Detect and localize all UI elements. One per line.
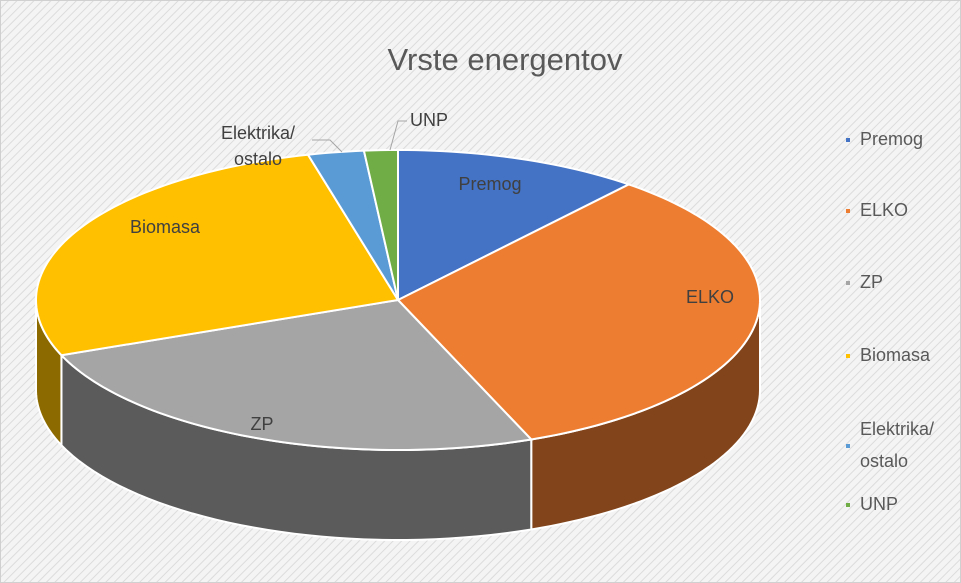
legend-marker (846, 503, 850, 507)
pie-slice (397, 148, 632, 302)
legend-marker (846, 354, 850, 358)
leader-line (312, 139, 343, 153)
legend-marker (846, 281, 850, 285)
legend-marker (846, 209, 850, 213)
pie-slice (59, 298, 534, 451)
legend-label: Premog (860, 129, 923, 149)
legend-marker (846, 444, 850, 448)
pie-slice (306, 149, 399, 301)
chart-title: Vrste energentov (388, 42, 623, 77)
data-label: ELKO (686, 287, 734, 307)
pie-slice (362, 148, 399, 301)
pie: Premog ELKO ZP Biomasa Elektrika/ostalo UNP (35, 110, 761, 541)
data-label: ZP (250, 414, 273, 434)
data-label: Elektrika/ostalo (221, 123, 295, 169)
pie-slice (396, 183, 761, 441)
legend-label: UNP (860, 494, 898, 514)
data-label: UNP (410, 110, 448, 130)
legend: Premog ELKO ZP Biomasa Elektrika/ostalo UNP (846, 129, 934, 514)
leader-line (389, 120, 407, 151)
legend-marker (846, 138, 850, 142)
data-label: Biomasa (130, 217, 201, 237)
legend-label: ZP (860, 272, 883, 292)
data-label: Premog (458, 174, 521, 194)
legend-label: ELKO (860, 200, 908, 220)
legend-label: Elektrika/ostalo (860, 419, 934, 471)
legend-label: Biomasa (860, 345, 931, 365)
pie-slice (35, 153, 400, 357)
